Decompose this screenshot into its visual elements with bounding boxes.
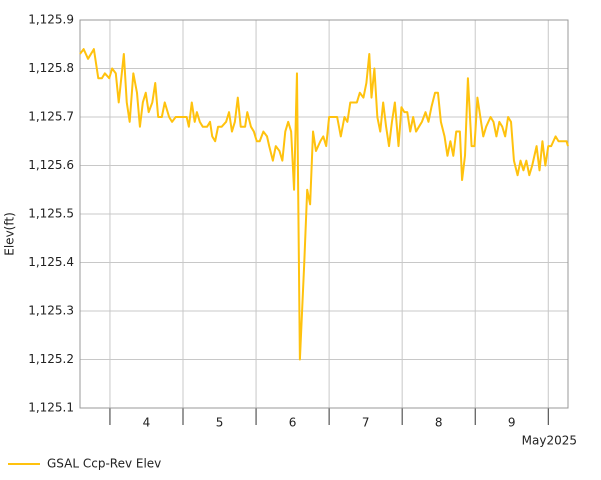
y-tick-label: 1,125.5 bbox=[28, 207, 74, 221]
y-tick-label: 1,125.2 bbox=[28, 352, 74, 366]
y-tick-label: 1,125.7 bbox=[28, 110, 74, 124]
x-tick-label: 8 bbox=[435, 416, 443, 430]
x-tick-label: 9 bbox=[508, 416, 516, 430]
y-tick-label: 1,125.8 bbox=[28, 61, 74, 75]
y-tick-label: 1,125.9 bbox=[28, 13, 74, 27]
x-tick-label: 5 bbox=[216, 416, 224, 430]
x-tick-label: 7 bbox=[362, 416, 370, 430]
y-tick-label: 1,125.1 bbox=[28, 401, 74, 415]
data-line bbox=[79, 48, 569, 361]
legend-label: GSAL Ccp-Rev Elev bbox=[47, 457, 161, 471]
plot-frame bbox=[79, 19, 569, 409]
x-tick-label: 4 bbox=[143, 416, 151, 430]
y-tick-label: 1,125.6 bbox=[28, 158, 74, 172]
y-tick-label: 1,125.4 bbox=[28, 255, 74, 269]
x-tick-label: 6 bbox=[289, 416, 297, 430]
y-axis-label: Elev(ft) bbox=[3, 212, 17, 255]
x-axis-label: May2025 bbox=[522, 434, 577, 448]
y-tick-label: 1,125.3 bbox=[28, 304, 74, 318]
